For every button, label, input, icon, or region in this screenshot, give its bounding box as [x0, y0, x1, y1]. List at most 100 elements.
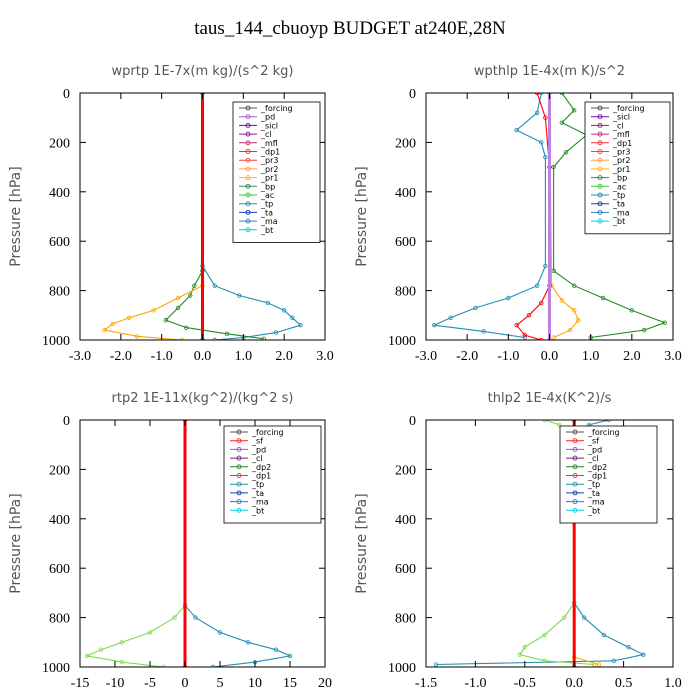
data-point: [183, 325, 189, 330]
legend-label: _tp: [612, 191, 625, 200]
data-point: [514, 127, 519, 133]
data-point: [298, 322, 303, 328]
legend-label: _bt: [260, 226, 273, 235]
x-tick-label: 0.0: [565, 676, 583, 691]
data-point: [163, 318, 168, 323]
legend-marker: [572, 507, 578, 513]
data-point: [522, 645, 527, 650]
x-tick-label: -0.5: [514, 676, 536, 691]
data-point: [265, 300, 271, 306]
data-point: [539, 337, 544, 340]
legend-label: _ma: [260, 217, 278, 226]
data-point: [193, 615, 198, 620]
data-point: [126, 315, 132, 320]
legend-label: _cl: [251, 454, 263, 463]
data-point: [534, 283, 540, 288]
y-tick-label: 800: [395, 612, 416, 627]
legend-marker: [597, 192, 603, 198]
data-point: [261, 336, 266, 340]
data-point: [641, 327, 647, 333]
data-point: [237, 293, 242, 298]
legend: _forcing_sf_pd_cl_dp2_dp1_tp_ta_ma_bt: [223, 425, 322, 524]
legend-label: _bt: [251, 506, 264, 515]
legend: _forcing_sicl_cl_mfl_dp1_pr3_pr2_pr1_bp_…: [584, 101, 671, 235]
data-point: [551, 335, 556, 340]
data-point: [175, 295, 181, 301]
legend-marker: [236, 481, 242, 487]
data-point: [542, 658, 547, 664]
data-point: [102, 327, 107, 333]
legend-marker: [236, 507, 242, 513]
x-tick-label: 0.0: [541, 349, 559, 364]
data-point: [151, 308, 156, 313]
legend-marker: [597, 131, 603, 137]
data-point: [626, 645, 631, 650]
legend-label: _sicl: [260, 121, 278, 130]
data-point: [534, 93, 540, 96]
legend-marker: [245, 183, 251, 189]
legend-marker: [597, 122, 603, 128]
y-tick-label: 200: [49, 136, 70, 151]
legend-label: _tp: [251, 480, 264, 489]
y-tick-label: 200: [49, 463, 70, 478]
series-line-pr1: [103, 93, 204, 340]
series-line-dp1: [515, 93, 551, 340]
data-point: [551, 164, 556, 170]
legend-label: _ac: [260, 191, 274, 200]
y-tick-label: 400: [49, 186, 70, 201]
data-point: [433, 662, 439, 667]
data-point: [534, 110, 540, 115]
legend-label: _ma: [251, 498, 269, 507]
y-tick-label: 1000: [388, 661, 416, 676]
legend-marker: [245, 218, 251, 224]
data-point: [224, 331, 230, 337]
data-point: [522, 332, 527, 338]
series-group: [432, 93, 667, 340]
legend-label: _mfl: [260, 139, 278, 148]
x-tick-label: 15: [283, 676, 297, 691]
legend-marker: [572, 499, 578, 505]
x-tick-label: 20: [318, 676, 332, 691]
data-point: [562, 615, 567, 620]
series-line-bp: [553, 93, 667, 339]
plot-frame: [425, 419, 674, 668]
legend-marker: [597, 209, 603, 215]
x-tick-label: -1.5: [415, 676, 437, 691]
legend-label: _ta: [251, 489, 264, 498]
data-point: [641, 652, 646, 657]
legend-marker: [245, 131, 251, 137]
data-point: [210, 664, 216, 667]
data-point: [581, 615, 587, 620]
legend-marker: [245, 157, 251, 163]
series-line-tp: [184, 420, 292, 667]
data-point: [273, 330, 279, 335]
x-tick-label: 2.0: [275, 349, 293, 364]
legend-label: _forcing: [260, 104, 293, 113]
y-tick-label: 800: [49, 612, 70, 627]
panel-2: wpthlp 1E-4x(m K)/s^2 Pressure [hPa] 0 200 4…: [354, 64, 682, 364]
x-tick-label: 3.0: [316, 349, 334, 364]
data-point: [543, 155, 548, 160]
y-tick-label: 400: [395, 513, 416, 528]
legend-label: _pd: [251, 445, 266, 454]
legend-label: _ta: [260, 208, 273, 217]
data-point: [517, 652, 523, 657]
legend-label: _dp1: [587, 472, 607, 481]
y-tick-label: 800: [49, 285, 70, 300]
legend-label: _cl: [587, 454, 599, 463]
y-tick-label: 600: [395, 562, 416, 577]
x-tick-label: -10: [106, 676, 125, 691]
legend-marker: [236, 490, 242, 496]
legend-label: _mfl: [612, 130, 630, 139]
x-tick-label: 2.0: [623, 349, 641, 364]
legend-label: _dp1: [260, 148, 280, 157]
data-point: [147, 630, 153, 635]
data-point: [526, 313, 532, 318]
x-tick-label: 0: [182, 676, 189, 691]
legend-marker: [236, 455, 242, 461]
legend-marker: [597, 114, 603, 120]
y-axis-label: Pressure [hPa]: [8, 493, 24, 593]
legend-marker: [245, 114, 251, 120]
x-tick-label: 5: [217, 676, 224, 691]
